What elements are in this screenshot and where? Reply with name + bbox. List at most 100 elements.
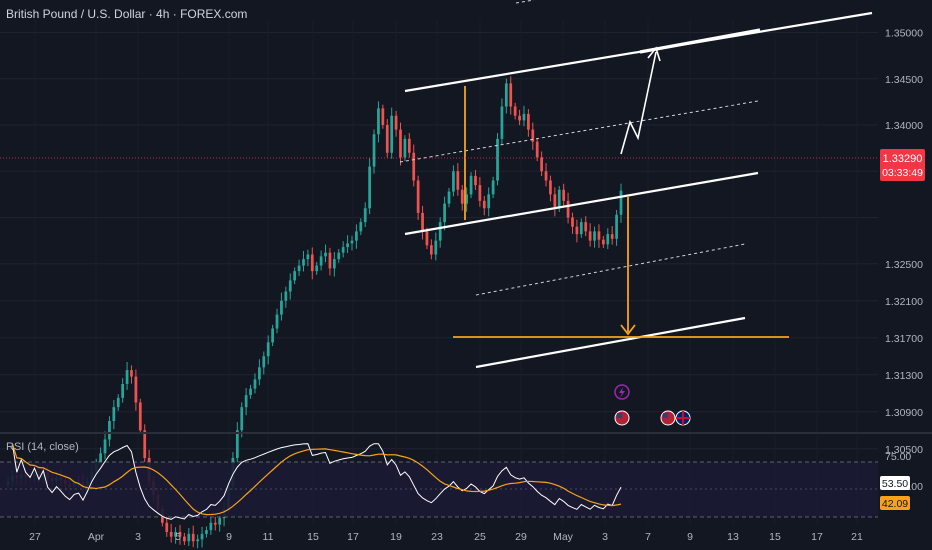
candle-body xyxy=(553,194,557,209)
candle-body xyxy=(165,522,169,532)
candle-body xyxy=(412,152,416,181)
channel-upper-line[interactable] xyxy=(404,11,873,93)
candle-body xyxy=(447,191,451,204)
price-grid xyxy=(0,20,878,525)
channel-midline[interactable] xyxy=(399,100,759,163)
time-tick-label: 29 xyxy=(515,531,527,543)
candle-body xyxy=(438,222,442,241)
candle-body xyxy=(315,265,319,272)
symbol-title[interactable]: British Pound / U.S. Dollar · 4h · FOREX… xyxy=(6,7,248,21)
target-arrow-head xyxy=(620,324,636,336)
candle-body xyxy=(288,280,292,292)
rsi-tick-75: 75.00 xyxy=(885,451,911,463)
price-badge-price: 1.33290 xyxy=(883,153,923,165)
candle-body xyxy=(138,402,142,431)
candle-body xyxy=(262,356,266,368)
candle-body xyxy=(465,194,469,204)
candle-body xyxy=(522,113,526,121)
candle-body xyxy=(108,421,111,440)
candle-body xyxy=(368,166,371,209)
us-flag-canton-2 xyxy=(663,413,668,418)
candle-body xyxy=(328,252,332,269)
candle-body xyxy=(403,138,407,158)
candle-body xyxy=(434,240,438,255)
rsi-indicator-label[interactable]: RSI (14, close) xyxy=(6,441,79,453)
candle-body xyxy=(588,231,592,241)
rsi-ma-line xyxy=(11,443,622,516)
candle-body xyxy=(359,222,363,232)
candle-body xyxy=(579,222,583,235)
time-tick-label: 17 xyxy=(347,531,359,543)
time-axis[interactable]: 27 Apr 3 5 9 11 15 17 19 23 25 29 May 3 7 9 13 15 17 21 xyxy=(29,531,863,543)
candle-body xyxy=(302,259,305,266)
candle-body xyxy=(394,115,398,130)
candle-body xyxy=(324,252,327,257)
projected-channel-lower-line[interactable] xyxy=(475,316,746,369)
candle-body xyxy=(209,522,213,531)
candle-body xyxy=(425,231,429,246)
candle-body xyxy=(500,106,504,139)
candle-body xyxy=(377,108,380,135)
candle-body xyxy=(103,439,107,454)
time-tick-label: 21 xyxy=(851,531,863,543)
time-tick-label: 13 xyxy=(727,531,739,543)
channel-upper-bold-line xyxy=(639,28,761,54)
channel-lower-line[interactable] xyxy=(404,171,759,236)
price-tick-label: 1.32500 xyxy=(885,259,923,271)
candle-body xyxy=(363,208,367,223)
price-tick-label: 1.34000 xyxy=(885,120,923,132)
economic-events[interactable] xyxy=(614,384,691,426)
candle-body xyxy=(504,83,508,107)
candle-body xyxy=(562,189,566,201)
candle-body xyxy=(355,231,358,241)
time-tick-label: 17 xyxy=(811,531,823,543)
candle-body xyxy=(253,379,257,389)
time-tick-label: May xyxy=(553,531,574,543)
time-tick-label: 27 xyxy=(29,531,41,543)
candle-body xyxy=(332,259,336,269)
rsi-axis[interactable]: 75.00 53.50 42.09 xyxy=(880,451,911,510)
price-tick-label: 1.30900 xyxy=(885,407,923,419)
candle-body xyxy=(593,231,596,241)
rsi-ma-value-label: 42.09 xyxy=(882,498,908,510)
candle-body xyxy=(169,532,173,537)
candle-body xyxy=(271,328,274,343)
projected-channel-midline[interactable] xyxy=(475,243,746,296)
candle-body xyxy=(183,536,186,542)
candle-body xyxy=(266,342,270,357)
candle-body xyxy=(218,518,222,525)
time-tick-label: 5 xyxy=(175,531,181,543)
price-tick-label: 1.32100 xyxy=(885,296,923,308)
candle-body xyxy=(187,533,191,542)
candle-body xyxy=(597,231,601,240)
candle-body xyxy=(200,533,204,540)
candle-body xyxy=(544,171,548,181)
time-tick-label: 9 xyxy=(687,531,693,543)
candle-body xyxy=(178,532,182,537)
candle-body xyxy=(491,180,495,195)
candle-body xyxy=(566,200,570,218)
candle-body xyxy=(275,314,279,329)
candle-body xyxy=(509,83,513,107)
candle-body xyxy=(306,254,310,260)
candle-body xyxy=(346,243,349,248)
candle-body xyxy=(99,453,102,463)
candle-body xyxy=(372,134,376,167)
candle-body xyxy=(452,171,455,192)
time-tick-label: 11 xyxy=(263,531,274,543)
candle-body xyxy=(385,125,389,153)
candle-body xyxy=(293,271,297,281)
candle-body xyxy=(469,175,473,195)
candle-body xyxy=(381,108,385,125)
candle-body xyxy=(610,234,614,239)
candle-body xyxy=(557,189,561,209)
price-tick-label: 1.30500 xyxy=(885,444,923,456)
bullish-path-arrow[interactable] xyxy=(620,51,657,155)
candle-body xyxy=(443,203,446,223)
time-tick-label: 3 xyxy=(135,531,141,543)
time-tick-label: 19 xyxy=(390,531,402,543)
price-tick-label: 1.31300 xyxy=(885,370,923,382)
candle-body xyxy=(540,157,543,172)
